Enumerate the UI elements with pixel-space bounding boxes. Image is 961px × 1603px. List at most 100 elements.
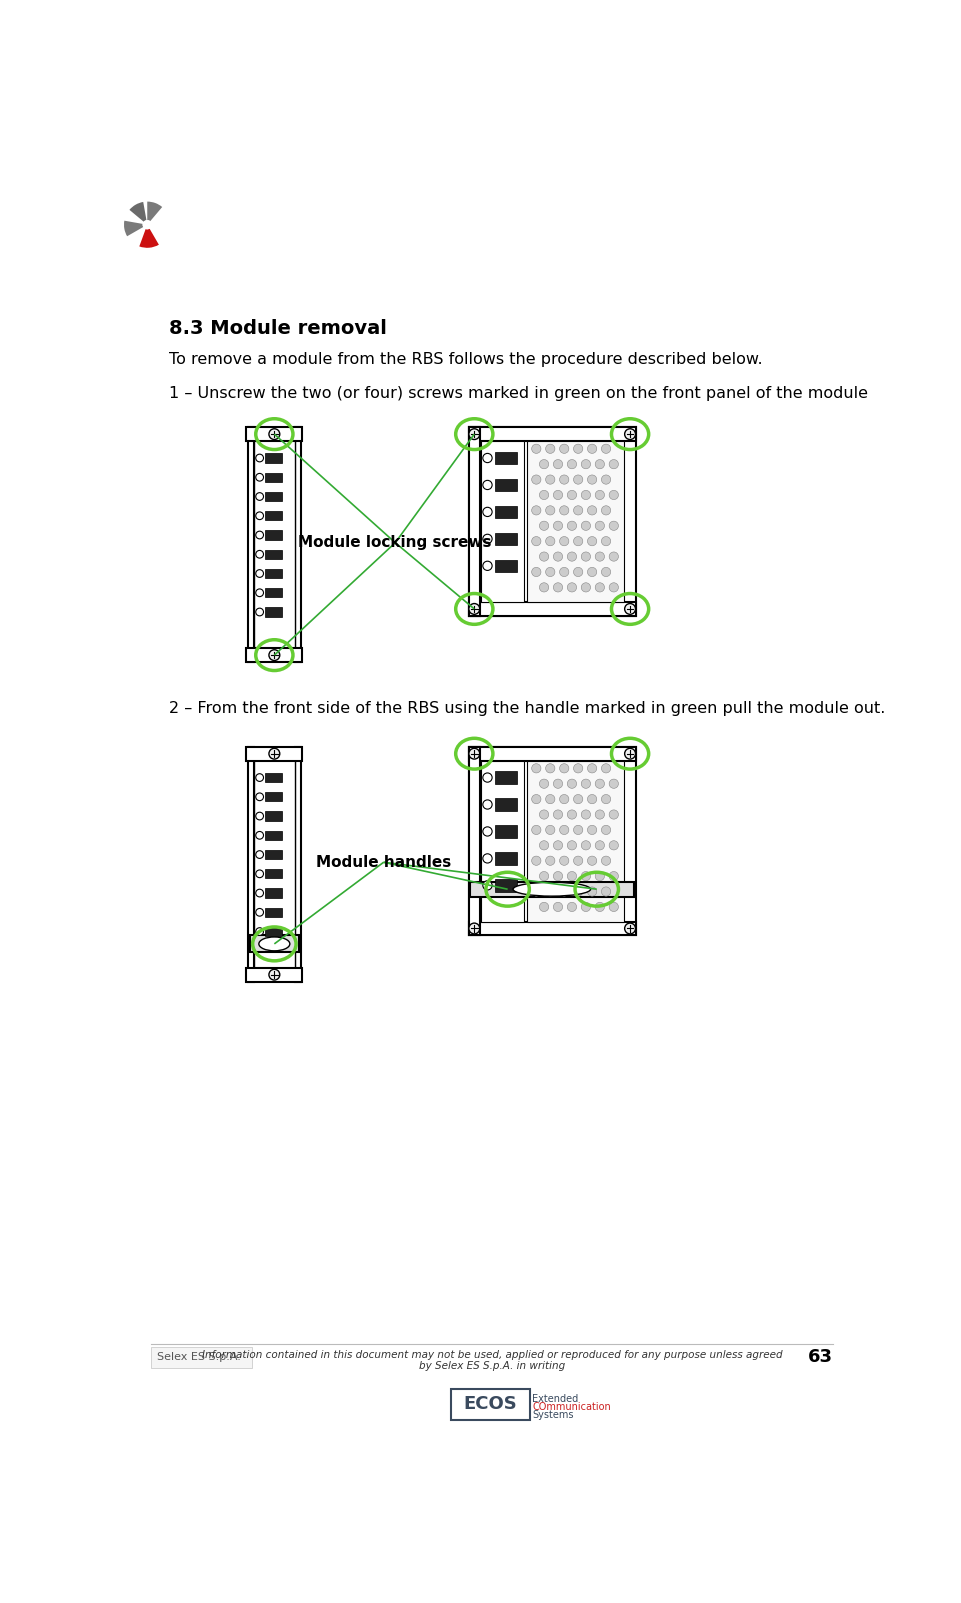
Circle shape bbox=[482, 854, 492, 862]
Bar bbox=[265, 511, 283, 521]
Circle shape bbox=[587, 537, 597, 545]
Wedge shape bbox=[130, 202, 146, 221]
Circle shape bbox=[567, 902, 577, 912]
Circle shape bbox=[256, 870, 263, 878]
Circle shape bbox=[531, 826, 541, 835]
Ellipse shape bbox=[513, 882, 591, 896]
Bar bbox=[265, 792, 283, 802]
Circle shape bbox=[574, 474, 582, 484]
Circle shape bbox=[531, 567, 541, 577]
Bar bbox=[481, 441, 524, 603]
Circle shape bbox=[554, 779, 562, 789]
Circle shape bbox=[567, 779, 577, 789]
Bar bbox=[495, 532, 517, 545]
Bar bbox=[265, 588, 283, 598]
Circle shape bbox=[554, 521, 562, 531]
Circle shape bbox=[559, 444, 569, 454]
Circle shape bbox=[256, 492, 263, 500]
Text: Module locking screws: Module locking screws bbox=[299, 535, 492, 550]
Text: Module handles: Module handles bbox=[316, 854, 452, 870]
Circle shape bbox=[587, 444, 597, 454]
Circle shape bbox=[602, 763, 610, 773]
Bar bbox=[527, 441, 624, 603]
Bar bbox=[469, 747, 635, 936]
Circle shape bbox=[482, 880, 492, 890]
Bar bbox=[265, 454, 283, 463]
Circle shape bbox=[609, 810, 619, 819]
Circle shape bbox=[609, 779, 619, 789]
Circle shape bbox=[142, 220, 152, 229]
Circle shape bbox=[587, 763, 597, 773]
Text: Information contained in this document may not be used, applied or reproduced fo: Information contained in this document m… bbox=[202, 1350, 782, 1371]
Bar bbox=[469, 428, 635, 616]
Circle shape bbox=[602, 886, 610, 896]
Circle shape bbox=[482, 534, 492, 543]
Circle shape bbox=[256, 774, 263, 781]
Circle shape bbox=[559, 474, 569, 484]
Circle shape bbox=[539, 840, 549, 850]
Circle shape bbox=[595, 551, 604, 561]
Circle shape bbox=[574, 826, 582, 835]
Circle shape bbox=[531, 474, 541, 484]
Circle shape bbox=[559, 537, 569, 545]
Circle shape bbox=[539, 460, 549, 468]
Circle shape bbox=[554, 872, 562, 880]
Circle shape bbox=[625, 428, 635, 439]
Circle shape bbox=[269, 649, 280, 660]
Circle shape bbox=[482, 773, 492, 782]
Text: COmmunication: COmmunication bbox=[532, 1403, 611, 1412]
Circle shape bbox=[554, 583, 562, 592]
Circle shape bbox=[581, 902, 591, 912]
Circle shape bbox=[559, 567, 569, 577]
Circle shape bbox=[609, 460, 619, 468]
Circle shape bbox=[554, 810, 562, 819]
Circle shape bbox=[602, 507, 610, 515]
Circle shape bbox=[625, 923, 635, 935]
Bar bbox=[495, 798, 517, 811]
Circle shape bbox=[602, 567, 610, 577]
Circle shape bbox=[581, 521, 591, 531]
Bar bbox=[469, 747, 635, 760]
Circle shape bbox=[567, 521, 577, 531]
Bar bbox=[265, 888, 283, 898]
Circle shape bbox=[546, 507, 554, 515]
Circle shape bbox=[595, 840, 604, 850]
Circle shape bbox=[256, 569, 263, 577]
Circle shape bbox=[609, 491, 619, 500]
Circle shape bbox=[574, 567, 582, 577]
Circle shape bbox=[602, 856, 610, 866]
Bar bbox=[265, 830, 283, 840]
Circle shape bbox=[587, 886, 597, 896]
Circle shape bbox=[482, 561, 492, 571]
Bar bbox=[469, 603, 635, 616]
Text: Selex ES S.p.A.: Selex ES S.p.A. bbox=[158, 1353, 241, 1363]
Wedge shape bbox=[124, 221, 143, 236]
Circle shape bbox=[256, 531, 263, 539]
Bar bbox=[250, 936, 299, 952]
Circle shape bbox=[602, 474, 610, 484]
Circle shape bbox=[554, 460, 562, 468]
Circle shape bbox=[256, 608, 263, 616]
Bar bbox=[495, 826, 517, 838]
Bar bbox=[469, 747, 480, 936]
Bar bbox=[495, 853, 517, 864]
Circle shape bbox=[531, 763, 541, 773]
Text: 63: 63 bbox=[808, 1348, 833, 1366]
Bar bbox=[248, 428, 255, 662]
Bar bbox=[294, 747, 301, 981]
Bar bbox=[265, 811, 283, 821]
Circle shape bbox=[609, 521, 619, 531]
Circle shape bbox=[602, 795, 610, 803]
Bar bbox=[255, 758, 294, 970]
Circle shape bbox=[531, 886, 541, 896]
Bar bbox=[265, 869, 283, 878]
Bar bbox=[294, 428, 301, 662]
Circle shape bbox=[256, 832, 263, 838]
Circle shape bbox=[539, 779, 549, 789]
Bar bbox=[495, 452, 517, 465]
Wedge shape bbox=[147, 202, 162, 221]
Circle shape bbox=[546, 567, 554, 577]
Circle shape bbox=[609, 551, 619, 561]
Circle shape bbox=[567, 460, 577, 468]
Text: 1 – Unscrew the two (or four) screws marked in green on the front panel of the m: 1 – Unscrew the two (or four) screws mar… bbox=[169, 386, 868, 401]
